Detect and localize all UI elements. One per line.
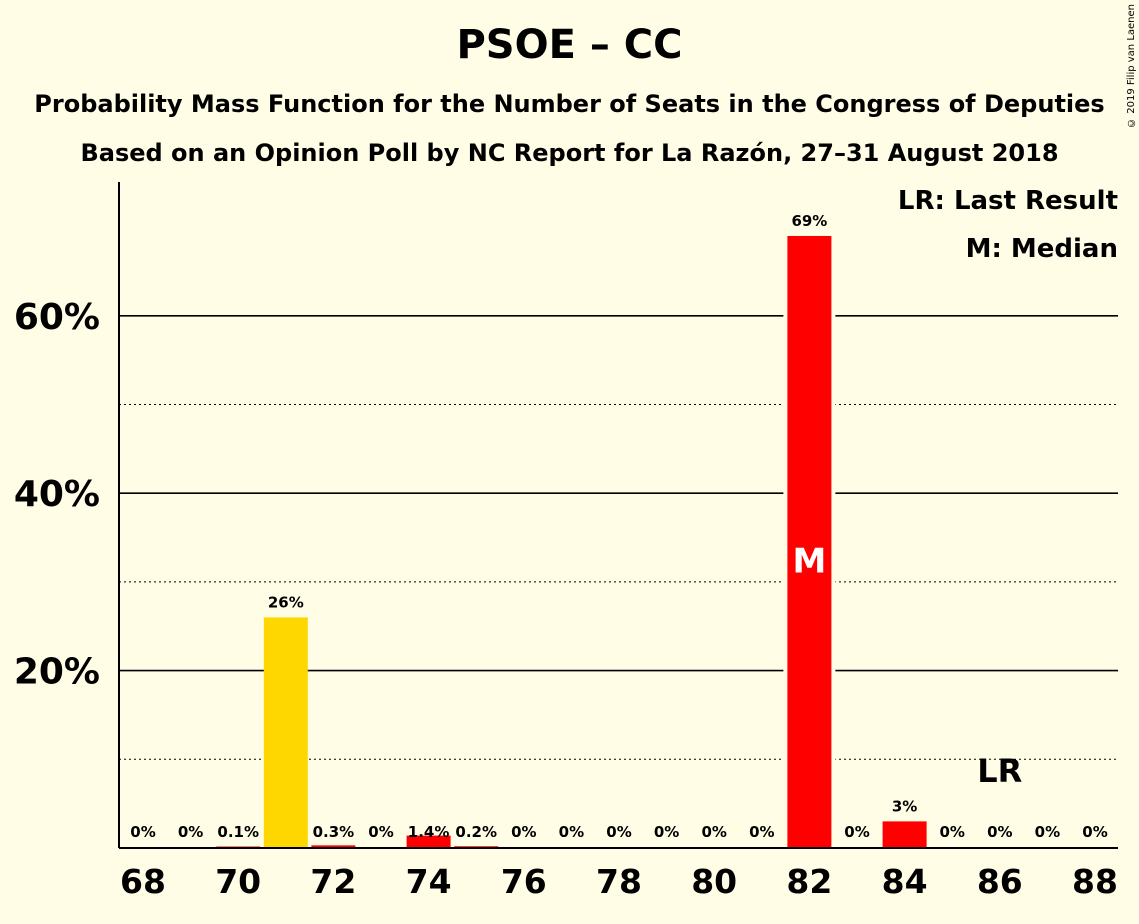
legend-last-result: LR: Last Result	[898, 186, 1118, 216]
value-label-79: 0%	[654, 823, 679, 841]
value-label-84: 3%	[892, 797, 917, 815]
chart-subtitle-1: Probability Mass Function for the Number…	[34, 90, 1105, 118]
x-tick-label-68: 68	[120, 862, 166, 901]
x-tick-label-70: 70	[215, 862, 261, 901]
bar-74	[406, 835, 451, 848]
bars	[216, 231, 927, 849]
chart-title: PSOE – CC	[456, 22, 683, 68]
value-label-76: 0%	[511, 823, 536, 841]
value-label-73: 0%	[368, 823, 393, 841]
value-label-70: 0.1%	[217, 823, 259, 841]
y-tick-label: 60%	[14, 297, 100, 338]
x-tick-label-80: 80	[691, 862, 737, 901]
x-tick-label-74: 74	[406, 862, 452, 901]
value-label-86: 0%	[987, 823, 1012, 841]
last-result-marker: LR	[977, 752, 1022, 790]
value-label-83: 0%	[844, 823, 869, 841]
x-tick-label-86: 86	[977, 862, 1023, 901]
x-tick-label-78: 78	[596, 862, 642, 901]
legend-median: M: Median	[966, 234, 1118, 264]
x-tick-label-72: 72	[310, 862, 356, 901]
markers: M LR	[792, 542, 1022, 790]
median-marker: M	[792, 542, 826, 582]
bar-82	[787, 235, 832, 849]
value-label-75: 0.2%	[455, 823, 497, 841]
value-label-82: 69%	[791, 212, 827, 230]
axes	[118, 182, 1118, 849]
value-label-88: 0%	[1082, 823, 1107, 841]
value-label-87: 0%	[1035, 823, 1060, 841]
bar-72	[311, 845, 356, 848]
x-tick-label-82: 82	[786, 862, 832, 901]
value-label-74: 1.4%	[408, 823, 450, 841]
value-label-72: 0.3%	[313, 823, 355, 841]
y-tick-label: 20%	[14, 652, 100, 693]
bar-84	[882, 821, 927, 848]
x-tick-label-76: 76	[501, 862, 547, 901]
value-label-69: 0%	[178, 823, 203, 841]
x-tick-label-88: 88	[1072, 862, 1118, 901]
value-label-85: 0%	[939, 823, 964, 841]
value-label-81: 0%	[749, 823, 774, 841]
tick-labels: 20% 40% 60% 68 70 72 74 76 78 80 82 84 86 88	[14, 297, 1118, 901]
value-labels: 0% 0% 0.1% 26% 0.3% 0% 1.4% 0.2% 0% 0% 0% 0% 0% 0% 69%…	[130, 212, 1107, 841]
bar-71	[263, 617, 308, 848]
y-tick-label: 40%	[14, 474, 100, 515]
value-label-77: 0%	[559, 823, 584, 841]
value-label-80: 0%	[701, 823, 726, 841]
value-label-71: 26%	[268, 593, 304, 611]
x-tick-label-84: 84	[882, 862, 928, 901]
chart-subtitle-2: Based on an Opinion Poll by NC Report fo…	[80, 139, 1059, 167]
value-label-78: 0%	[606, 823, 631, 841]
value-label-68: 0%	[130, 823, 155, 841]
